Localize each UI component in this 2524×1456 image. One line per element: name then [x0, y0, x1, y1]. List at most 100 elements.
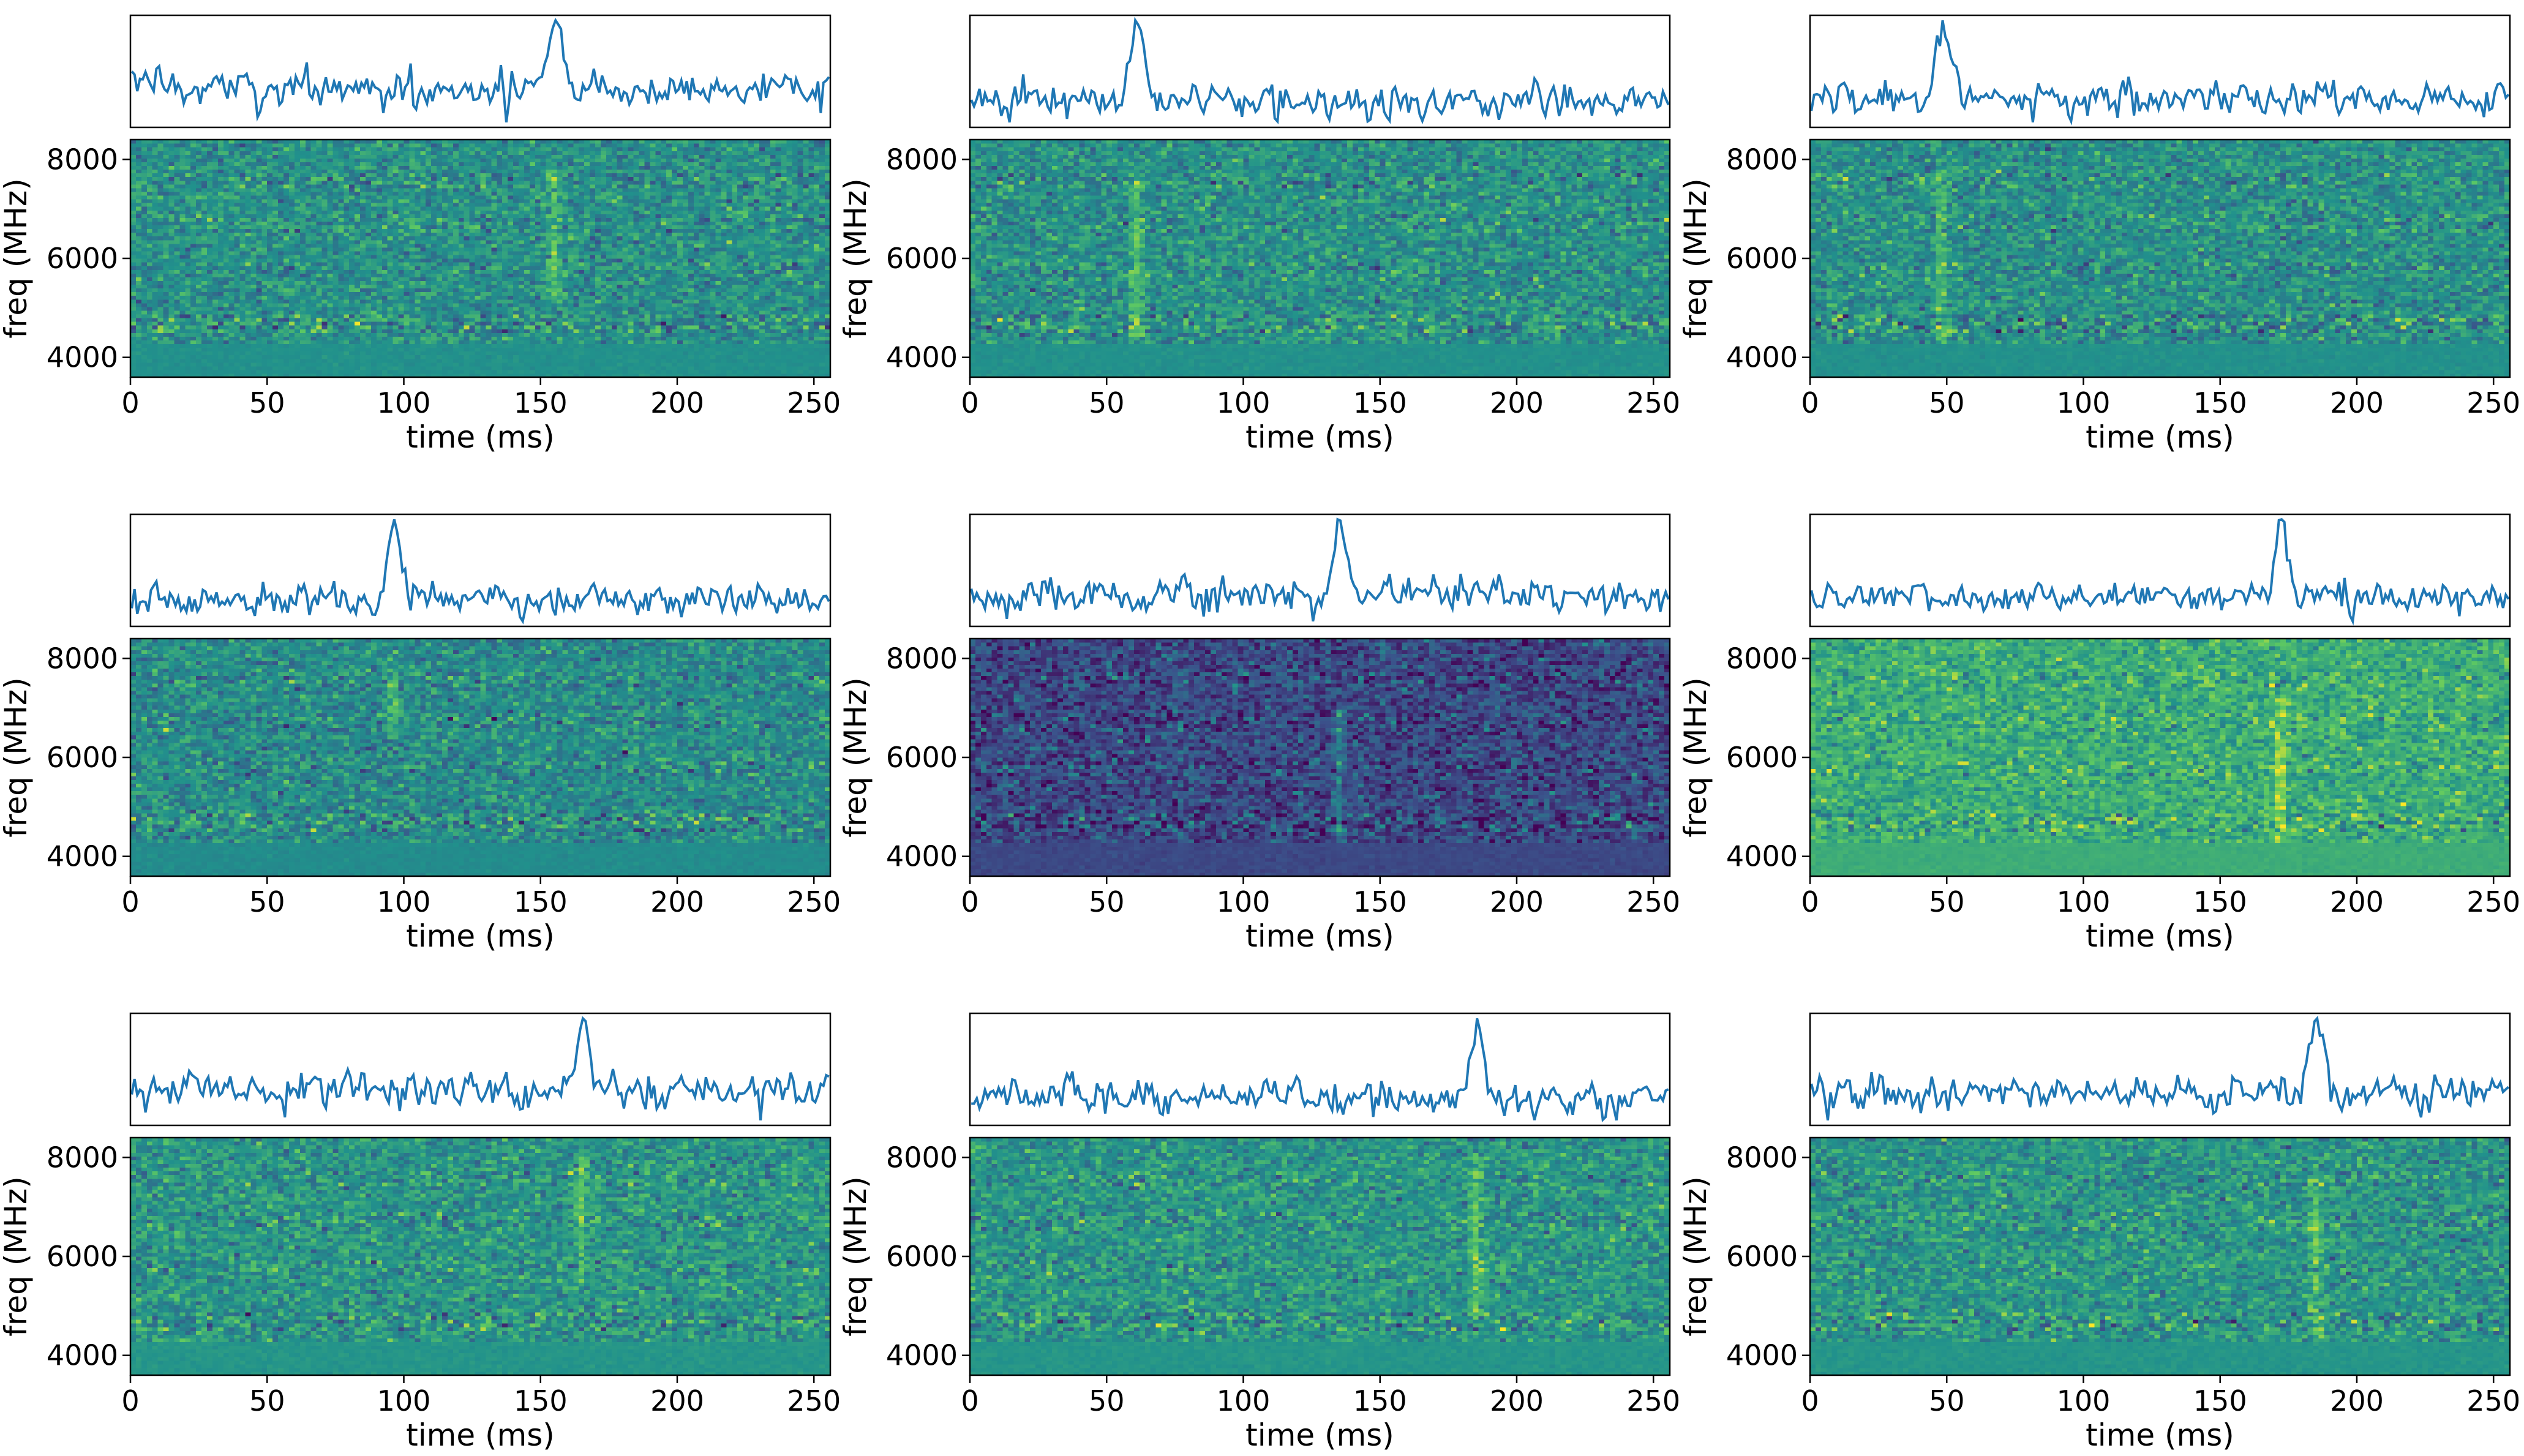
y-axis-label: freq (MHz): [0, 178, 34, 338]
x-axis-label: time (ms): [1245, 918, 1394, 954]
x-tick-label: 250: [2466, 885, 2520, 918]
y-tick-label: 4000: [47, 840, 118, 873]
y-tick-label: 8000: [47, 1141, 118, 1174]
x-tick-label: 150: [1353, 1384, 1407, 1417]
y-tick-label: 8000: [1726, 642, 1798, 675]
dynamic-spectrum-heatmap: [970, 639, 1670, 877]
x-tick-label: 250: [1626, 386, 1680, 419]
x-tick-label: 0: [961, 1384, 978, 1417]
dynamic-spectrum-heatmap: [130, 639, 831, 877]
x-tick-label: 200: [650, 1384, 704, 1417]
x-tick-label: 250: [787, 1384, 841, 1417]
x-tick-label: 100: [377, 1384, 431, 1417]
x-axis-label: time (ms): [406, 918, 555, 954]
dynamic-spectrum-heatmap: [130, 140, 831, 378]
pulse-profile-panel: [970, 514, 1670, 626]
x-tick-label: 100: [2057, 386, 2111, 419]
x-tick-label: 250: [1626, 1384, 1680, 1417]
dynamic-spectrum-heatmap: [1810, 140, 2511, 378]
y-axis-label: freq (MHz): [838, 1176, 873, 1336]
y-axis-label: freq (MHz): [838, 677, 873, 837]
y-tick-label: 6000: [47, 741, 118, 774]
x-tick-label: 150: [1353, 885, 1407, 918]
pulse-profile-panel: [130, 15, 830, 127]
x-tick-label: 150: [514, 386, 568, 419]
x-tick-label: 200: [1490, 885, 1544, 918]
y-axis-label: freq (MHz): [1678, 677, 1713, 837]
dynamic-spectrum-heatmap: [1810, 639, 2511, 877]
pulse-profile-panel: [970, 15, 1670, 127]
y-tick-label: 8000: [47, 642, 118, 675]
heatmap-cells: [1810, 140, 2511, 378]
y-axis-label: freq (MHz): [0, 1176, 34, 1336]
dynamic-spectrum-heatmap: [130, 1138, 831, 1376]
profile-background: [130, 514, 830, 626]
x-axis-label: time (ms): [406, 1417, 555, 1453]
x-tick-label: 50: [1089, 1384, 1125, 1417]
y-tick-label: 4000: [1726, 1339, 1798, 1372]
dynamic-spectrum-heatmap: [970, 1138, 1670, 1376]
y-tick-label: 6000: [1726, 1240, 1798, 1273]
pulse-profile-panel: [1810, 15, 2510, 127]
x-tick-label: 0: [121, 885, 139, 918]
x-tick-label: 100: [1217, 885, 1271, 918]
x-tick-label: 100: [2057, 885, 2111, 918]
y-tick-label: 4000: [47, 1339, 118, 1372]
x-tick-label: 200: [2330, 386, 2384, 419]
y-axis-label: freq (MHz): [838, 178, 873, 338]
dynamic-spectrum-heatmap: [970, 140, 1670, 378]
x-tick-label: 100: [2057, 1384, 2111, 1417]
x-tick-label: 200: [1490, 386, 1544, 419]
y-tick-label: 8000: [1726, 1141, 1798, 1174]
x-tick-label: 100: [377, 885, 431, 918]
x-tick-label: 100: [1217, 1384, 1271, 1417]
profile-background: [1810, 514, 2510, 626]
x-tick-label: 0: [121, 386, 139, 419]
x-tick-label: 200: [1490, 1384, 1544, 1417]
heatmap-cells: [970, 639, 1670, 877]
x-tick-label: 50: [249, 1384, 285, 1417]
x-tick-label: 0: [961, 885, 978, 918]
y-tick-label: 4000: [1726, 840, 1798, 873]
heatmap-cells: [130, 140, 831, 378]
heatmap-cells: [1810, 639, 2511, 877]
y-tick-label: 4000: [1726, 341, 1798, 374]
pulse-profile-panel: [970, 1013, 1670, 1125]
heatmap-cells: [130, 639, 831, 877]
x-tick-label: 50: [1929, 386, 1965, 419]
x-axis-label: time (ms): [2086, 918, 2234, 954]
y-tick-label: 4000: [47, 341, 118, 374]
profile-background: [1810, 1013, 2510, 1125]
y-tick-label: 8000: [886, 143, 958, 176]
x-tick-label: 0: [1801, 885, 1819, 918]
y-axis: 4000 6000 8000 freq (MHz): [1678, 1141, 1810, 1372]
y-axis-label: freq (MHz): [1678, 1176, 1713, 1336]
x-axis-label: time (ms): [406, 419, 555, 455]
x-tick-label: 150: [2193, 1384, 2247, 1417]
x-tick-label: 200: [650, 386, 704, 419]
x-tick-label: 0: [1801, 386, 1819, 419]
figure: 0 50 100 150 200 250 time (ms) 4000 6000 8000 freq…: [0, 0, 2524, 1456]
pulse-profile-panel: [130, 514, 830, 626]
x-tick-label: 200: [2330, 1384, 2384, 1417]
x-tick-label: 0: [961, 386, 978, 419]
pulse-profile-panel: [1810, 1013, 2510, 1125]
